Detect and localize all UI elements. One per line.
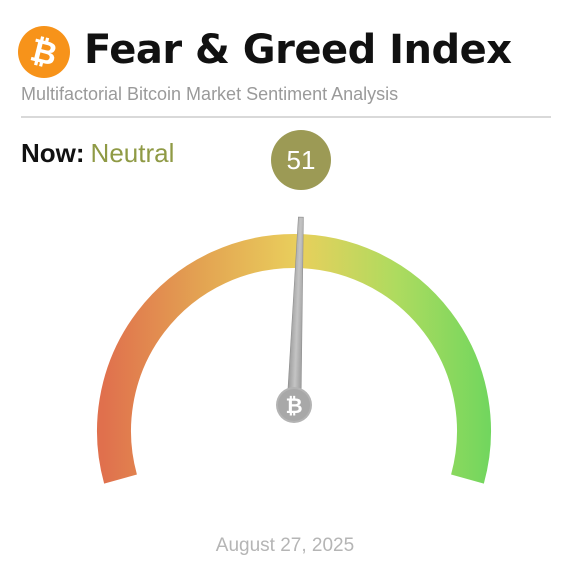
date-label: August 27, 2025: [215, 535, 355, 556]
score-badge: 51: [271, 130, 331, 190]
divider: [21, 116, 551, 118]
gauge-arc: [97, 233, 491, 484]
bitcoin-hub-icon: ₿: [285, 394, 302, 418]
page-title: Fear & Greed Index: [84, 27, 512, 73]
needle-hub: ₿: [276, 387, 312, 423]
current-sentiment: Now: Neutral: [21, 137, 174, 169]
bitcoin-logo-icon: ₿: [18, 26, 70, 78]
now-label: Now:: [21, 138, 85, 168]
page-subtitle: Multifactorial Bitcoin Market Sentiment …: [21, 84, 399, 104]
sentiment-classification: Neutral: [90, 138, 175, 168]
header: ₿ Fear & Greed Index: [18, 20, 552, 80]
